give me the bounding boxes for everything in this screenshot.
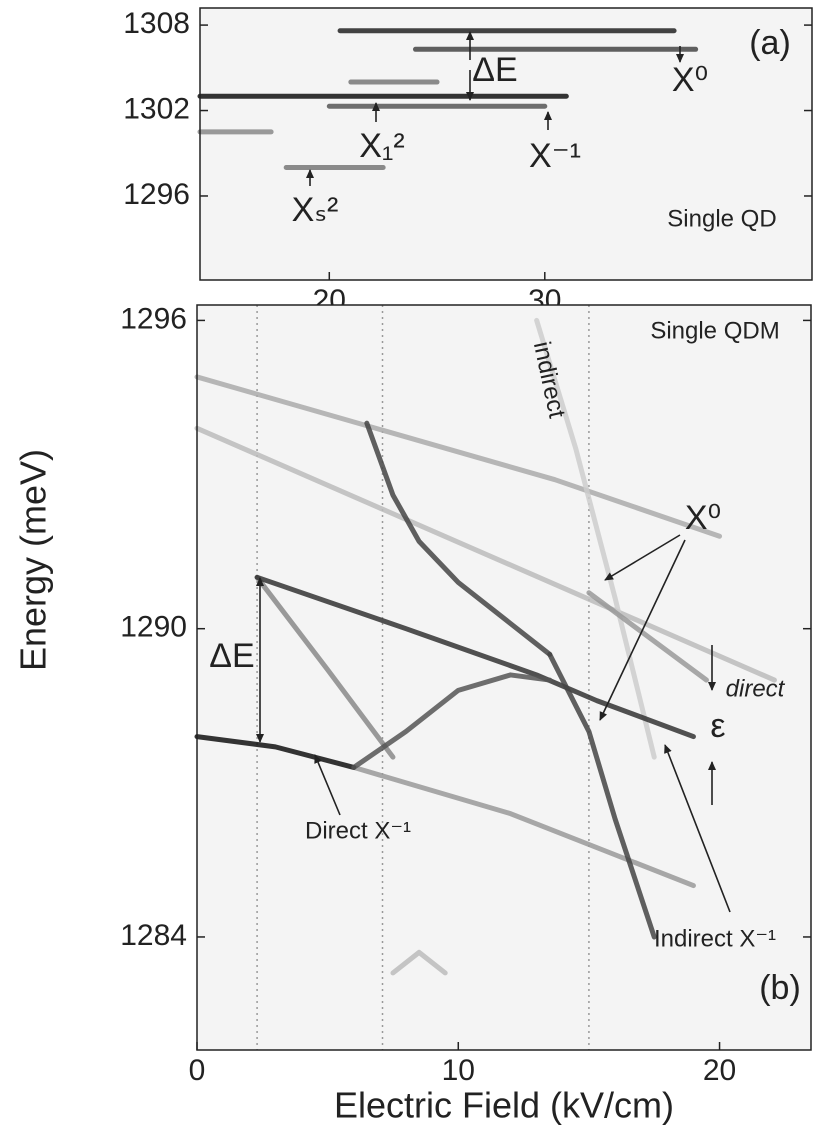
y-tick-label: 1290 bbox=[120, 611, 187, 644]
spectral-line bbox=[586, 590, 709, 683]
annotation: ε bbox=[710, 707, 725, 745]
y-tick-label: 1296 bbox=[123, 178, 190, 211]
y-axis-label: Energy (meV) bbox=[13, 449, 54, 671]
annotation: Direct X⁻¹ bbox=[305, 817, 411, 844]
arrow bbox=[664, 744, 731, 913]
spectral-line bbox=[254, 574, 696, 740]
spectral-line bbox=[547, 651, 657, 940]
annotation: Single QD bbox=[667, 205, 776, 232]
panel-label: (a) bbox=[749, 24, 791, 62]
annotation: Single QDM bbox=[650, 317, 779, 344]
spectral-line bbox=[254, 574, 396, 760]
spectral-line bbox=[364, 420, 553, 657]
spectral-line bbox=[390, 949, 448, 976]
spectral-line bbox=[194, 734, 357, 770]
panel-label: (b) bbox=[759, 969, 801, 1007]
annotation: X⁰ bbox=[672, 61, 708, 99]
spectral-line bbox=[534, 317, 657, 760]
y-tick-label: 1296 bbox=[120, 302, 187, 335]
annotation: X⁰ bbox=[685, 499, 721, 537]
y-tick-label: 1302 bbox=[123, 92, 190, 125]
annotation: Xₛ² bbox=[292, 191, 339, 229]
spectral-line bbox=[194, 425, 777, 683]
y-tick-label: 1308 bbox=[123, 7, 190, 40]
spectral-line bbox=[351, 764, 696, 889]
panel-b: 0 10 20 1284 1290 1296 Electric Field (kV/cm) E… bbox=[13, 302, 812, 1126]
x-axis-label: Electric Field (kV/cm) bbox=[334, 1085, 674, 1126]
arrow bbox=[314, 754, 341, 816]
annotation: X⁻¹ bbox=[529, 137, 581, 175]
annotation: direct bbox=[726, 675, 786, 702]
x-tick-label: 10 bbox=[442, 1054, 475, 1087]
annotation: Indirect X⁻¹ bbox=[654, 925, 776, 952]
plot-background bbox=[200, 8, 812, 280]
annotation: ΔE bbox=[472, 51, 517, 89]
spectral-line bbox=[194, 374, 723, 539]
arrow bbox=[599, 539, 686, 721]
annotation: X₁² bbox=[359, 127, 404, 165]
annotation: ΔE bbox=[209, 637, 254, 675]
arrow bbox=[604, 534, 681, 581]
y-tick-label: 1284 bbox=[120, 919, 187, 952]
x-tick-label: 20 bbox=[703, 1054, 736, 1087]
plot-frame bbox=[196, 304, 812, 1051]
plot-frame bbox=[199, 7, 813, 281]
spectral-line bbox=[351, 672, 553, 770]
x-tick-label: 0 bbox=[189, 1054, 206, 1087]
